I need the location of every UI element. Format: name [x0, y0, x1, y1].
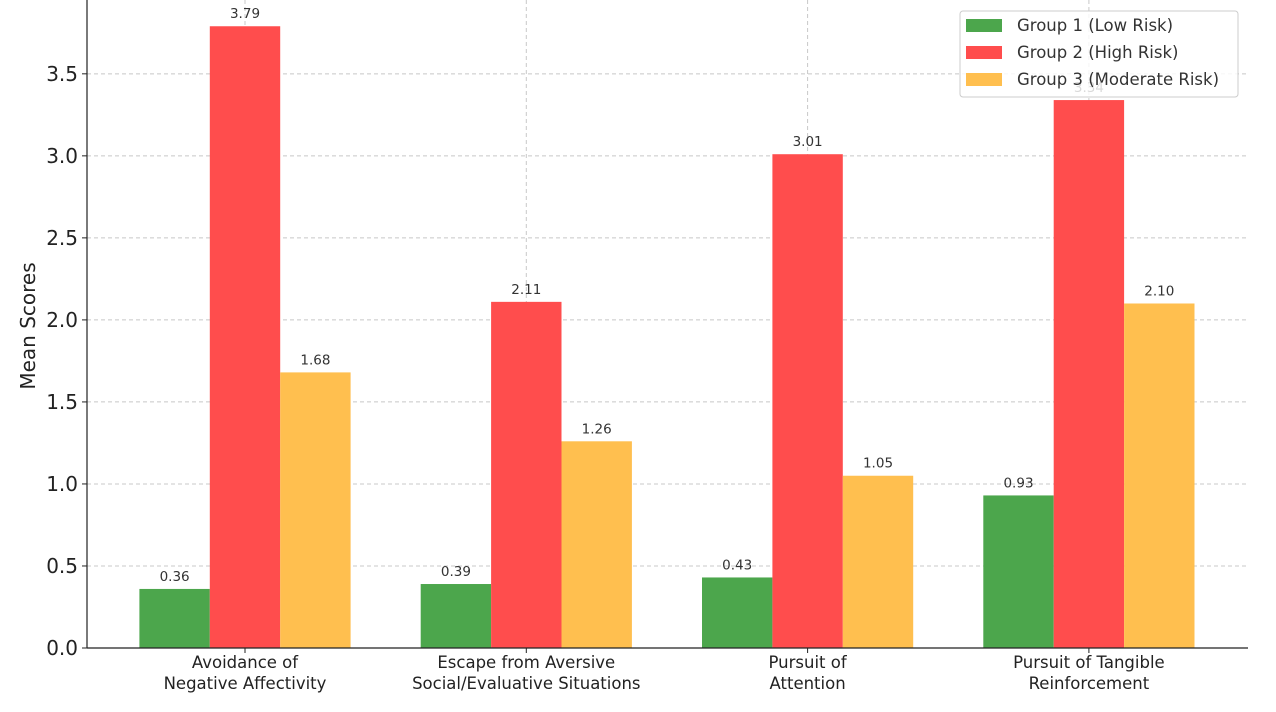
data-label: 1.68: [300, 352, 330, 368]
data-label: 0.39: [441, 564, 471, 580]
data-label: 1.26: [582, 421, 612, 437]
legend-swatch: [966, 73, 1002, 86]
data-label: 0.93: [1003, 475, 1033, 491]
y-tick-label: 2.0: [46, 308, 78, 332]
bar: [561, 441, 632, 648]
bar: [139, 588, 210, 648]
bar: [983, 495, 1054, 648]
x-tick-label: Escape from Aversive: [437, 653, 615, 672]
data-label: 0.43: [722, 557, 752, 573]
x-tick-label: Pursuit of: [769, 653, 848, 672]
data-label: 3.01: [793, 134, 823, 150]
legend-swatch: [966, 19, 1002, 32]
legend-box: [959, 10, 1239, 98]
y-tick-label: 3.0: [46, 144, 78, 168]
bar: [209, 26, 281, 648]
data-label: 1.05: [863, 456, 893, 472]
bars: [139, 26, 1195, 649]
bar: [491, 301, 562, 648]
data-label: 0.36: [160, 569, 190, 585]
y-tick-label: 1.5: [46, 390, 78, 414]
legend: Group 1 (Low Risk) Group 2 (High Risk) Gro…: [959, 10, 1239, 98]
legend-swatch: [966, 46, 1002, 59]
x-tick-label: Avoidance of: [192, 653, 299, 672]
bar: [1124, 303, 1195, 648]
data-label: 2.10: [1144, 283, 1174, 299]
legend-label: Group 3 (Moderate Risk): [1017, 70, 1219, 89]
y-tick-label: 0.0: [46, 636, 78, 660]
y-tick-label: 1.0: [46, 472, 78, 496]
data-label: 3.79: [230, 6, 260, 22]
legend-label: Group 2 (High Risk): [1017, 43, 1178, 62]
bar: [702, 577, 773, 648]
x-tick-label: Negative Affectivity: [164, 674, 327, 693]
y-tick-label: 3.5: [46, 62, 78, 86]
x-tick-label: Attention: [770, 674, 846, 693]
bar: [842, 475, 914, 648]
axes: 0.0 0.5 1.0 1.5 2.0 2.5 3.0 3.5 Avoidance of Nega…: [46, 0, 1248, 693]
bar: [1053, 100, 1125, 649]
x-tick-label: Reinforcement: [1029, 674, 1150, 693]
bar: [420, 584, 492, 648]
y-tick-label: 0.5: [46, 554, 78, 578]
x-tick-label: Social/Evaluative Situations: [412, 674, 640, 693]
bar: [280, 372, 351, 648]
data-label: 2.11: [511, 282, 541, 298]
legend-label: Group 1 (Low Risk): [1017, 16, 1173, 35]
bar: [772, 154, 843, 649]
y-axis-title: Mean Scores: [16, 262, 40, 389]
value-labels: 0.360.390.430.933.792.113.013.341.681.26…: [160, 6, 1175, 585]
y-tick-label: 2.5: [46, 226, 78, 250]
x-tick-label: Pursuit of Tangible: [1013, 653, 1165, 672]
